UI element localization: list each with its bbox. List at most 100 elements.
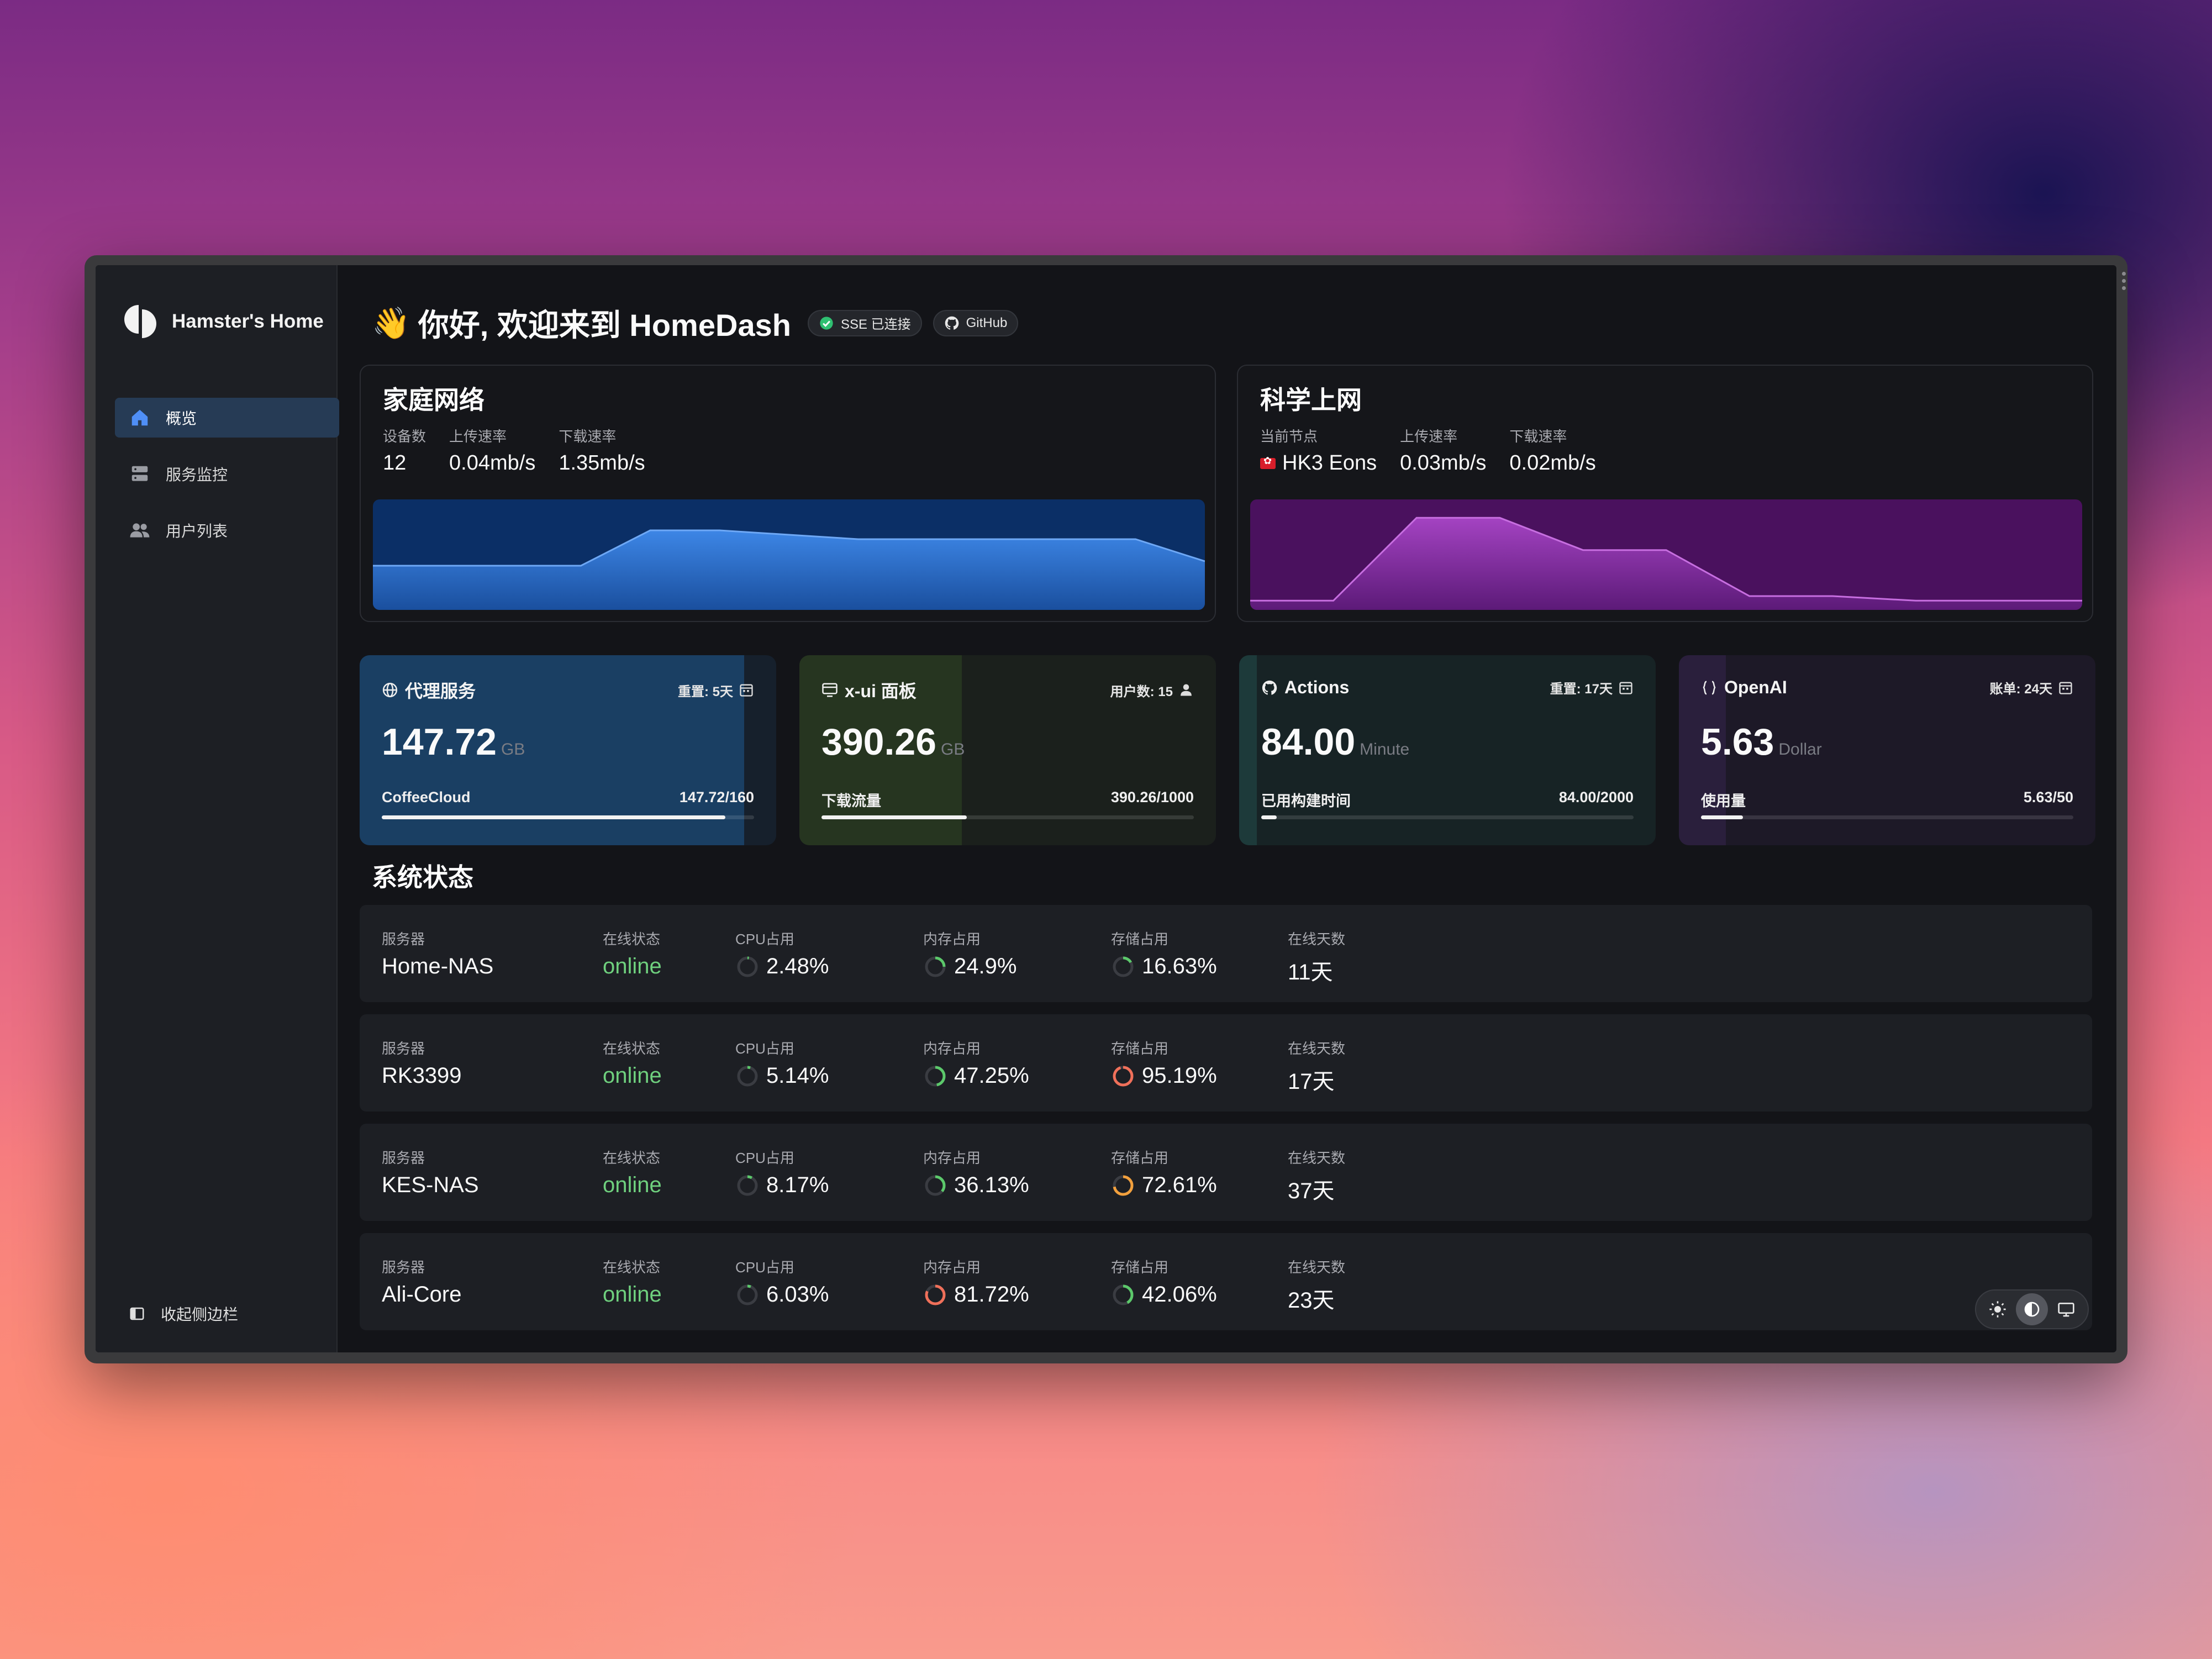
server-row[interactable]: 服务器 RK3399 在线状态 online CPU占用 5.14% 内存占用 … <box>360 1014 2092 1112</box>
metric-card[interactable]: 代理服务 重置: 5天 147.72 GB CoffeeCloud 147.72… <box>360 655 776 845</box>
metric-value-number: 390.26 <box>821 721 936 763</box>
stat-value: 1.35mb/s <box>559 451 645 475</box>
stat-label: 当前节点 <box>1260 428 1318 445</box>
metric-foot-value: 147.72/160 <box>679 789 754 805</box>
stat-label: 上传速率 <box>1400 428 1458 445</box>
metric-progress-fill <box>1701 815 1744 819</box>
wave-emoji: 👋 <box>372 305 410 340</box>
metric-meta: 账单: 24天 <box>1990 678 2073 697</box>
days-label: 在线天数 <box>1288 1150 1346 1166</box>
server-name-cell: 服务器 KES-NAS <box>382 1147 479 1198</box>
metric-meta: 重置: 5天 <box>678 681 754 700</box>
sse-status-badge: SSE 已连接 <box>807 309 922 336</box>
cpu-usage-cell: CPU占用 2.48% <box>735 928 829 979</box>
mem-usage: 47.25% <box>923 1063 1029 1088</box>
sidebar-item-overview[interactable]: 概览 <box>115 398 339 438</box>
metric-foot-label: 下载流量 <box>821 793 881 809</box>
metric-meta: 用户数: 15 <box>1110 681 1194 700</box>
theme-system-option[interactable] <box>2050 1293 2082 1325</box>
metric-meta-label: 重置: 17天 <box>1550 682 1613 697</box>
metric-footer: 使用量 5.63/50 <box>1701 789 2073 810</box>
upload-rate-stat: 上传速率 0.04mb/s <box>449 425 535 475</box>
cpu-usage-value: 6.03% <box>766 1282 829 1307</box>
status-label: 在线状态 <box>603 1150 661 1166</box>
mem-ring-icon <box>925 956 946 977</box>
node-name: HK3 Eons <box>1282 451 1377 475</box>
uptime-days-cell: 在线天数 11天 <box>1288 928 1345 986</box>
metric-name: Actions <box>1261 677 1349 698</box>
server-status: online <box>603 1063 662 1088</box>
uptime-days: 17天 <box>1288 1070 1335 1094</box>
server-label: 服务器 <box>382 1150 425 1166</box>
metric-value: 390.26 GB <box>821 720 965 763</box>
metric-card[interactable]: x-ui 面板 用户数: 15 390.26 GB 下载流量 390.26/10… <box>799 655 1216 845</box>
server-row[interactable]: 服务器 Ali-Core 在线状态 online CPU占用 6.03% 内存占… <box>360 1233 2092 1330</box>
status-label: 在线状态 <box>603 1259 661 1276</box>
download-rate-stat: 下载速率 0.02mb/s <box>1509 425 1595 475</box>
metric-name: OpenAI <box>1701 677 1787 698</box>
mem-label: 内存占用 <box>923 931 981 947</box>
metric-progress-fill <box>821 815 967 819</box>
stat-value: HK3 Eons <box>1260 451 1377 475</box>
disk-label: 存储占用 <box>1111 1040 1169 1057</box>
stat-label: 上传速率 <box>449 428 507 445</box>
github-icon <box>945 316 959 330</box>
brand[interactable]: Hamster's Home <box>124 303 324 340</box>
metric-value-number: 147.72 <box>382 721 497 763</box>
upload-rate-stat: 上传速率 0.03mb/s <box>1400 425 1486 475</box>
calendar-icon <box>1619 682 1632 694</box>
metric-header: Actions 重置: 17天 <box>1261 677 1634 698</box>
metric-footer: 已用构建时间 84.00/2000 <box>1261 789 1634 810</box>
stat-value: 0.03mb/s <box>1400 451 1487 475</box>
disk-usage-value: 95.19% <box>1142 1063 1217 1088</box>
window-menu-icon[interactable] <box>2121 272 2126 290</box>
home-network-card: 家庭网络 设备数 12 上传速率 0.04mb/s 下载速率 1.35mb/s <box>360 365 1216 622</box>
mem-usage: 81.72% <box>923 1282 1029 1307</box>
proxy-network-stats: 当前节点 HK3 Eons 上传速率 0.03mb/s 下载速率 0.02mb/… <box>1260 425 1596 475</box>
metric-footer: 下载流量 390.26/1000 <box>821 789 1194 810</box>
sidebar-item-label: 概览 <box>166 410 197 427</box>
metric-progress-bar <box>821 815 1194 819</box>
metric-meta-label: 账单: 24天 <box>1989 682 2052 697</box>
app-screen: Hamster's Home 概览 服务监控 用户列表 收起侧边栏 <box>96 265 2116 1352</box>
disk-usage-value: 72.61% <box>1142 1173 1217 1197</box>
uptime-days-cell: 在线天数 37天 <box>1288 1147 1345 1205</box>
server-name: Home-NAS <box>382 954 494 978</box>
hk-flag-icon <box>1260 455 1276 469</box>
server-name: KES-NAS <box>382 1173 479 1197</box>
sidebar-item-users[interactable]: 用户列表 <box>115 510 339 550</box>
uptime-days-cell: 在线天数 23天 <box>1288 1256 1345 1314</box>
cpu-usage: 5.14% <box>735 1063 829 1088</box>
status-label: 在线状态 <box>603 931 661 947</box>
mem-usage-value: 24.9% <box>954 954 1017 978</box>
theme-dark-option[interactable] <box>2016 1293 2048 1325</box>
sidebar: Hamster's Home 概览 服务监控 用户列表 收起侧边栏 <box>96 265 339 1352</box>
metric-card[interactable]: OpenAI 账单: 24天 5.63 Dollar 使用量 5.63/50 <box>1679 655 2095 845</box>
github-link[interactable]: GitHub <box>933 309 1019 336</box>
disk-usage-value: 16.63% <box>1142 954 1217 978</box>
metric-usage-fill <box>360 655 744 845</box>
metric-card[interactable]: Actions 重置: 17天 84.00 Minute 已用构建时间 84.0… <box>1239 655 1656 845</box>
metric-value: 84.00 Minute <box>1261 720 1409 763</box>
server-row[interactable]: 服务器 Home-NAS 在线状态 online CPU占用 2.48% 内存占… <box>360 905 2092 1002</box>
metric-value-number: 5.63 <box>1701 721 1774 763</box>
collapse-sidebar-button[interactable]: 收起侧边栏 <box>129 1303 238 1325</box>
server-name: Ali-Core <box>382 1282 462 1307</box>
disk-label: 存储占用 <box>1111 931 1169 947</box>
metric-content: OpenAI 账单: 24天 5.63 Dollar 使用量 5.63/50 <box>1701 655 2073 845</box>
disk-ring-icon <box>1113 1284 1134 1305</box>
proxy-chart-line <box>1250 517 2082 602</box>
mem-label: 内存占用 <box>923 1040 981 1057</box>
metric-value-unit: Minute <box>1360 740 1410 759</box>
server-row[interactable]: 服务器 KES-NAS 在线状态 online CPU占用 8.17% 内存占用… <box>360 1124 2092 1221</box>
theme-light-option[interactable] <box>1982 1293 2014 1325</box>
mem-usage-value: 47.25% <box>954 1063 1029 1088</box>
disk-usage: 72.61% <box>1111 1173 1217 1198</box>
metric-progress-bar <box>1261 815 1634 819</box>
server-status-cell: 在线状态 online <box>603 928 662 979</box>
cpu-ring-icon <box>737 1284 758 1305</box>
metric-name-label: OpenAI <box>1724 677 1787 697</box>
sidebar-item-service-monitor[interactable]: 服务监控 <box>115 454 339 494</box>
server-name-cell: 服务器 Ali-Core <box>382 1256 461 1307</box>
monitor-icon <box>2058 1303 2074 1317</box>
